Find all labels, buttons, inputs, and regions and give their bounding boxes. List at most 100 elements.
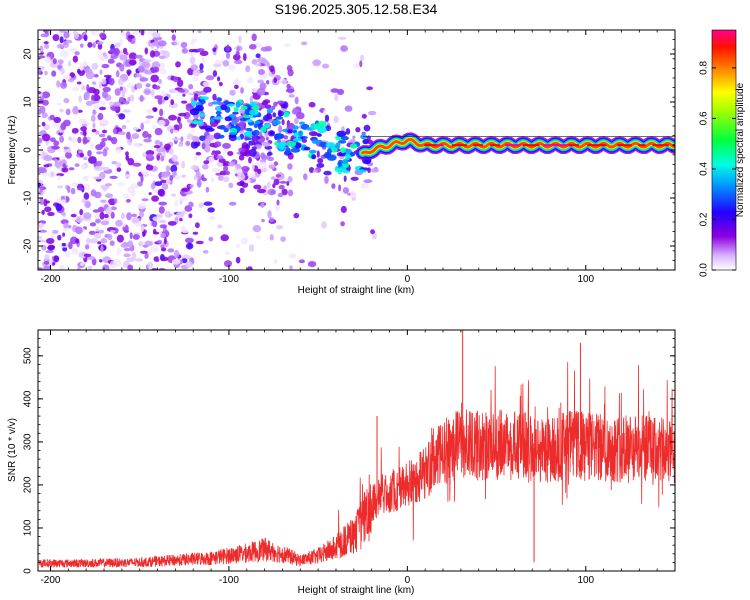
spectrogram-cell <box>189 51 196 57</box>
spectrogram-cell <box>192 69 201 77</box>
spectrogram-cell <box>112 101 122 107</box>
spectrogram-cell <box>38 67 42 75</box>
spectrogram-cell <box>107 233 113 241</box>
spectrogram-cell <box>260 152 266 159</box>
spectrogram-cell <box>127 71 131 77</box>
spectrogram-cell <box>62 74 72 80</box>
spectrogram-cell <box>178 197 188 202</box>
spectrogram-cell <box>296 112 305 120</box>
spectrogram-cell <box>152 66 160 73</box>
spectrogram-cell <box>43 164 50 168</box>
spectrogram-cell <box>150 182 156 190</box>
spectrogram-cell <box>120 243 130 248</box>
spectrogram-cell <box>344 105 353 112</box>
spectrogram-cell <box>267 61 270 69</box>
spectrogram-cell <box>53 140 60 147</box>
spectrogram-cell <box>142 131 149 138</box>
spectrogram-cell <box>80 163 87 170</box>
spectrogram-cell <box>100 245 104 253</box>
spectrogram-cell <box>57 59 64 64</box>
spectrogram-cell <box>199 63 204 71</box>
spectrogram-cell <box>336 88 345 96</box>
spectrogram-cell <box>68 167 75 171</box>
spectrogram-cell <box>139 210 145 218</box>
spectrogram-cell <box>105 193 114 199</box>
spectrogram-cell <box>87 265 93 270</box>
spectrogram-cell <box>50 235 55 239</box>
spectrogram-cell <box>84 244 90 250</box>
spectrogram-cell <box>99 211 105 220</box>
spectrogram-ridge-cell <box>249 109 259 116</box>
spectrogram-cell <box>181 47 188 54</box>
spectrogram-ridge-cell <box>341 159 348 165</box>
spectrogram-cell <box>95 218 101 224</box>
spectrogram-cell <box>205 186 210 193</box>
spectrogram-ridge-cell <box>224 100 229 105</box>
spectrogram-cell <box>100 199 107 203</box>
spectrogram-cell <box>271 105 276 110</box>
spectrogram-cell <box>143 119 151 125</box>
spectrogram-cell <box>39 197 45 205</box>
spectrogram-ridge-cell <box>325 142 336 149</box>
spectrogram-cell <box>71 127 79 134</box>
spectrogram-cell <box>190 165 199 171</box>
spectrogram-cell <box>185 237 194 244</box>
spectrogram-cell <box>157 188 165 197</box>
spectrogram-cell <box>43 265 52 270</box>
spectrogram-cell <box>167 221 177 226</box>
spectrogram-cell <box>80 262 85 266</box>
spectrogram-heatmap <box>38 30 675 270</box>
spectrogram-cell <box>131 133 140 140</box>
spectrogram-cell <box>83 129 87 137</box>
spectrogram-ridge-cell <box>231 121 238 125</box>
spectrogram-cell <box>188 213 193 219</box>
spectrogram-cell <box>139 94 144 103</box>
snr-y-tick-label: 500 <box>23 347 34 364</box>
spectrogram-cell <box>286 65 293 72</box>
spectrogram-cell <box>79 152 85 158</box>
spectrogram-cell <box>261 218 265 223</box>
colorbar-gradient <box>711 29 737 271</box>
spectrogram-cell <box>199 50 209 56</box>
spectrogram-cell <box>149 246 159 253</box>
spectrogram-cell <box>341 126 345 132</box>
spectrogram-cell <box>300 41 308 46</box>
spectrogram-cell <box>38 236 43 240</box>
spectrogram-cell <box>76 81 82 85</box>
spectrogram-cell <box>368 110 377 116</box>
spectrogram-cell <box>265 136 269 141</box>
spectrogram-cell <box>78 118 88 125</box>
spectrogram-cell <box>59 36 64 44</box>
spectrogram-cell <box>258 161 267 169</box>
spectrogram-cell <box>212 70 218 77</box>
spectrogram-y-tick-label: -10 <box>23 190 34 205</box>
spectrogram-cell <box>154 127 163 136</box>
spectrogram-cell <box>217 224 223 229</box>
spectrogram-cell <box>121 124 127 130</box>
snr-y-tick-label: 300 <box>23 433 34 450</box>
spectrogram-cell <box>116 182 126 186</box>
spectrogram-cell <box>234 166 238 175</box>
spectrogram-cell <box>38 137 43 144</box>
spectrogram-ridge-cell <box>227 103 235 107</box>
spectrogram-cell <box>234 84 239 89</box>
spectrogram-cell <box>370 168 379 173</box>
spectrogram-cell <box>45 200 50 204</box>
spectrogram-cell <box>57 185 64 189</box>
spectrogram-cell <box>43 155 53 162</box>
spectrogram-cell <box>218 81 223 87</box>
spectrogram-cell <box>152 216 161 222</box>
spectrogram-cell <box>91 81 97 85</box>
spectrogram-cell <box>247 173 256 178</box>
spectrogram-cell <box>153 107 158 112</box>
spectrogram-cell <box>307 261 317 268</box>
spectrogram-cell <box>312 59 322 67</box>
spectrogram-cell <box>122 109 131 113</box>
spectrogram-cell <box>83 212 92 219</box>
spectrogram-cell <box>192 76 199 82</box>
spectrogram-cell <box>118 96 124 103</box>
spectrogram-cell <box>126 212 132 221</box>
spectrogram-cell <box>196 48 205 52</box>
spectrogram-cell <box>170 164 178 173</box>
spectrogram-cell <box>96 151 103 155</box>
